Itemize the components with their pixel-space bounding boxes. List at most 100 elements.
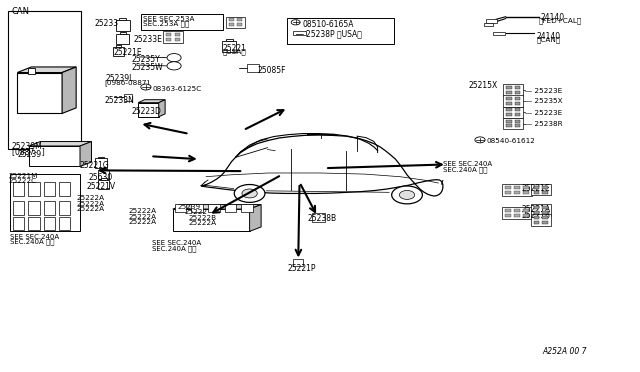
Bar bbox=[44, 217, 55, 230]
Bar bbox=[506, 214, 511, 217]
Bar bbox=[484, 23, 493, 26]
Text: SEE SEC.240A: SEE SEC.240A bbox=[152, 240, 202, 246]
Bar bbox=[531, 204, 550, 216]
Bar bbox=[247, 64, 259, 72]
Bar bbox=[59, 182, 70, 196]
Polygon shape bbox=[138, 100, 165, 103]
Bar bbox=[13, 201, 24, 215]
Text: — 25223E: — 25223E bbox=[525, 110, 562, 116]
Bar bbox=[542, 186, 548, 189]
Text: 25222A: 25222A bbox=[77, 195, 105, 201]
Text: 25222C: 25222C bbox=[9, 178, 37, 184]
Bar bbox=[534, 190, 540, 194]
Bar bbox=[116, 20, 130, 31]
Polygon shape bbox=[62, 67, 76, 113]
Bar bbox=[175, 33, 180, 36]
Bar bbox=[229, 23, 234, 26]
Bar bbox=[229, 19, 234, 21]
Bar bbox=[95, 158, 107, 167]
Bar bbox=[237, 23, 242, 26]
Circle shape bbox=[242, 189, 257, 198]
Circle shape bbox=[392, 186, 422, 204]
Bar bbox=[166, 38, 171, 41]
Bar bbox=[113, 46, 124, 56]
Bar bbox=[542, 211, 548, 214]
Circle shape bbox=[167, 62, 181, 70]
Text: 25223D: 25223D bbox=[131, 107, 161, 116]
Bar bbox=[542, 206, 548, 209]
Bar bbox=[191, 204, 203, 212]
Bar bbox=[28, 201, 40, 215]
Bar bbox=[10, 174, 80, 231]
Circle shape bbox=[291, 20, 300, 25]
Text: SEE SEC.240A: SEE SEC.240A bbox=[443, 161, 492, 167]
Text: 25235Y: 25235Y bbox=[131, 55, 160, 64]
Bar bbox=[506, 113, 512, 116]
Polygon shape bbox=[29, 142, 92, 146]
Text: 25233E: 25233E bbox=[133, 35, 162, 44]
Bar bbox=[504, 84, 524, 96]
Bar bbox=[124, 94, 132, 101]
Text: 25630: 25630 bbox=[88, 173, 113, 182]
Text: 25233: 25233 bbox=[95, 19, 119, 28]
Polygon shape bbox=[250, 205, 261, 231]
Bar bbox=[486, 19, 497, 23]
Bar bbox=[506, 124, 512, 128]
Polygon shape bbox=[17, 67, 76, 73]
Text: SEE SEC.253A: SEE SEC.253A bbox=[143, 16, 194, 22]
Bar bbox=[534, 221, 540, 224]
Text: 25233N: 25233N bbox=[104, 96, 134, 105]
Bar bbox=[287, 18, 394, 44]
Text: A252A 00 7: A252A 00 7 bbox=[543, 347, 588, 356]
Text: （FED+CAL）: （FED+CAL） bbox=[539, 18, 582, 25]
Circle shape bbox=[399, 190, 415, 199]
Text: 25239M: 25239M bbox=[12, 142, 42, 151]
Text: 08540-61612: 08540-61612 bbox=[486, 138, 535, 144]
Bar bbox=[293, 259, 303, 266]
Text: 25221E: 25221E bbox=[114, 48, 143, 57]
Bar bbox=[534, 211, 540, 214]
Text: （USA）: （USA） bbox=[223, 48, 246, 55]
Bar bbox=[101, 169, 106, 170]
Text: 25222A: 25222A bbox=[77, 206, 105, 212]
Bar bbox=[119, 18, 127, 20]
Text: [0986-0887]: [0986-0887] bbox=[104, 79, 150, 86]
Text: 24140: 24140 bbox=[541, 13, 565, 22]
Polygon shape bbox=[80, 142, 92, 166]
Bar bbox=[504, 106, 524, 118]
Bar bbox=[524, 186, 529, 189]
Text: （CAN）: （CAN） bbox=[536, 36, 561, 43]
Bar bbox=[237, 19, 242, 21]
Text: 25222A: 25222A bbox=[128, 214, 156, 220]
Text: 25221: 25221 bbox=[223, 44, 246, 53]
Bar bbox=[98, 180, 109, 189]
Bar bbox=[515, 214, 520, 217]
Bar bbox=[208, 204, 220, 212]
Bar bbox=[506, 191, 511, 194]
Bar bbox=[101, 178, 106, 180]
Text: 25238B: 25238B bbox=[307, 214, 337, 223]
Bar bbox=[506, 97, 512, 100]
Bar bbox=[312, 213, 325, 222]
Text: 25221M: 25221M bbox=[9, 173, 38, 179]
Bar bbox=[506, 119, 512, 123]
Bar bbox=[226, 17, 245, 28]
Bar bbox=[504, 95, 524, 107]
Bar bbox=[515, 186, 520, 189]
Bar bbox=[493, 32, 505, 35]
Bar bbox=[534, 206, 540, 209]
Bar bbox=[524, 209, 529, 212]
Bar bbox=[28, 182, 40, 196]
Text: 25222A: 25222A bbox=[128, 219, 156, 225]
Bar bbox=[120, 32, 126, 34]
Text: 25222B: 25222B bbox=[189, 215, 217, 221]
Text: 25085F: 25085F bbox=[257, 66, 286, 75]
Text: 25221P: 25221P bbox=[288, 264, 317, 273]
Polygon shape bbox=[159, 100, 165, 117]
Text: 25239: 25239 bbox=[178, 204, 201, 210]
Bar bbox=[8, 11, 81, 149]
Bar bbox=[116, 34, 129, 44]
Bar bbox=[534, 186, 540, 189]
Text: 25221G: 25221G bbox=[80, 161, 109, 170]
Text: SEE SEC.240A: SEE SEC.240A bbox=[10, 234, 59, 240]
